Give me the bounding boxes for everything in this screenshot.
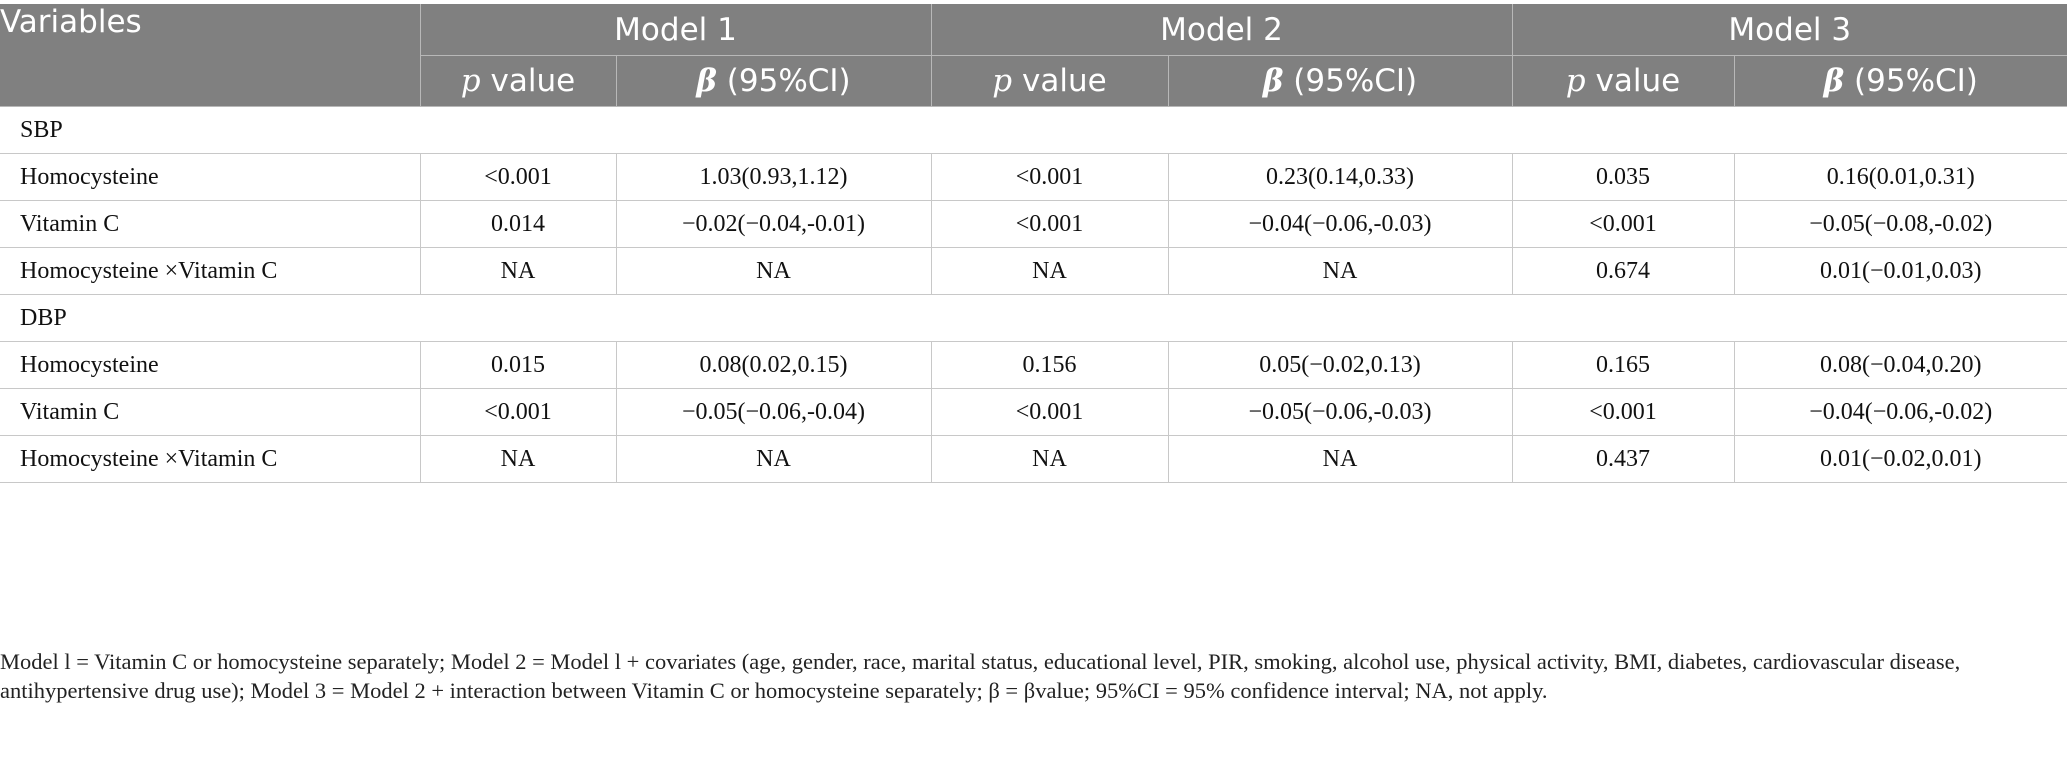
table-row: Homocysteine ×Vitamin C NA NA NA NA 0.43… (0, 435, 2067, 483)
beta-cell: −0.05(−0.08,-0.02) (1733, 200, 2067, 248)
p-value-cell: 0.437 (1511, 435, 1735, 483)
header-beta-ci: β (95%CI) (616, 55, 932, 107)
table-header: Variables Model 1 Model 2 Model 3 p valu… (0, 4, 2067, 107)
table-row: Vitamin C <0.001 −0.05(−0.06,-0.04) <0.0… (0, 388, 2067, 436)
beta-cell: 1.03(0.93,1.12) (615, 153, 932, 201)
p-value-cell: NA (930, 247, 1169, 295)
p-value-cell: 0.165 (1511, 341, 1735, 389)
table-footnote: Model l = Vitamin C or homocysteine sepa… (0, 649, 1961, 703)
header-variables: Variables (0, 4, 421, 107)
beta-cell: −0.04(−0.06,-0.02) (1733, 388, 2067, 436)
beta-cell: −0.05(−0.06,-0.04) (615, 388, 932, 436)
beta-cell: NA (1167, 435, 1513, 483)
header-beta-ci: β (95%CI) (1734, 55, 2067, 107)
p-value-cell: <0.001 (930, 388, 1169, 436)
beta-cell: 0.01(−0.01,0.03) (1733, 247, 2067, 295)
header-p-value: p value (420, 55, 617, 107)
variable-cell: Homocysteine (0, 153, 421, 201)
table-row: Homocysteine 0.015 0.08(0.02,0.15) 0.156… (0, 341, 2067, 389)
results-table: Variables Model 1 Model 2 Model 3 p valu… (0, 4, 2067, 483)
header-p-value: p value (1512, 55, 1735, 107)
p-value-cell: NA (419, 247, 617, 295)
beta-cell: NA (615, 247, 932, 295)
header-model-1: Model 1 (420, 4, 932, 56)
p-value-cell: NA (419, 435, 617, 483)
group-row-dbp: DBP (0, 294, 2067, 342)
variable-cell: Vitamin C (0, 388, 421, 436)
group-label: DBP (0, 294, 2067, 342)
p-value-cell: <0.001 (419, 388, 617, 436)
group-row-sbp: SBP (0, 106, 2067, 154)
p-value-cell: 0.015 (419, 341, 617, 389)
group-label: SBP (0, 106, 2067, 154)
beta-cell: −0.02(−0.04,-0.01) (615, 200, 932, 248)
p-value-cell: 0.156 (930, 341, 1169, 389)
p-value-cell: 0.035 (1511, 153, 1735, 201)
beta-cell: −0.04(−0.06,-0.03) (1167, 200, 1513, 248)
p-value-cell: NA (930, 435, 1169, 483)
p-value-cell: 0.674 (1511, 247, 1735, 295)
beta-cell: 0.16(0.01,0.31) (1733, 153, 2067, 201)
table-row: Vitamin C 0.014 −0.02(−0.04,-0.01) <0.00… (0, 200, 2067, 248)
p-value-cell: <0.001 (1511, 200, 1735, 248)
beta-cell: 0.01(−0.02,0.01) (1733, 435, 2067, 483)
beta-cell: 0.08(−0.04,0.20) (1733, 341, 2067, 389)
beta-cell: 0.08(0.02,0.15) (615, 341, 932, 389)
beta-cell: 0.05(−0.02,0.13) (1167, 341, 1513, 389)
p-value-cell: <0.001 (1511, 388, 1735, 436)
header-model-3: Model 3 (1512, 4, 2067, 56)
variable-cell: Homocysteine (0, 341, 421, 389)
table-body: SBP Homocysteine <0.001 1.03(0.93,1.12) … (0, 106, 2067, 483)
beta-cell: 0.23(0.14,0.33) (1167, 153, 1513, 201)
variable-cell: Vitamin C (0, 200, 421, 248)
beta-cell: NA (615, 435, 932, 483)
header-model-2: Model 2 (931, 4, 1513, 56)
beta-cell: −0.05(−0.06,-0.03) (1167, 388, 1513, 436)
variable-cell: Homocysteine ×Vitamin C (0, 247, 421, 295)
header-beta-ci: β (95%CI) (1168, 55, 1513, 107)
beta-cell: NA (1167, 247, 1513, 295)
p-value-cell: <0.001 (419, 153, 617, 201)
p-value-cell: <0.001 (930, 153, 1169, 201)
variable-cell: Homocysteine ×Vitamin C (0, 435, 421, 483)
header-p-value: p value (931, 55, 1169, 107)
p-value-cell: 0.014 (419, 200, 617, 248)
table-row: Homocysteine <0.001 1.03(0.93,1.12) <0.0… (0, 153, 2067, 201)
table-row: Homocysteine ×Vitamin C NA NA NA NA 0.67… (0, 247, 2067, 295)
p-value-cell: <0.001 (930, 200, 1169, 248)
